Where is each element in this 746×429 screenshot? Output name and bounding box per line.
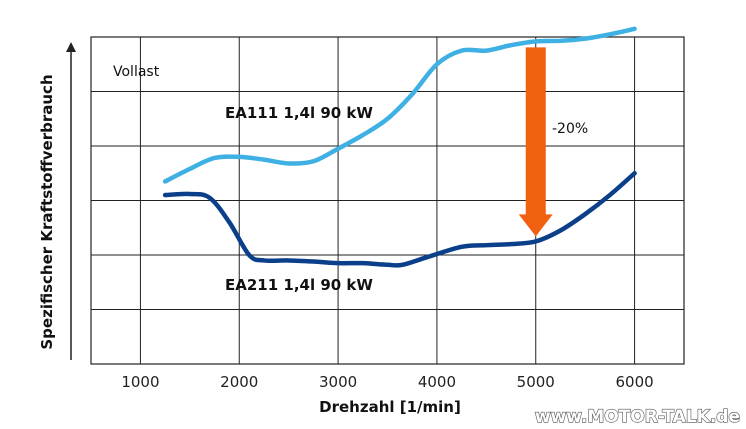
plot-border: [90, 36, 685, 365]
reduction-arrow-shape: [518, 47, 553, 237]
chart-grid: [91, 37, 684, 364]
x-axis-label: Drehzahl [1/min]: [319, 398, 461, 416]
x-tick-label: 1000: [121, 373, 159, 391]
plot-frame: [90, 36, 685, 365]
series-label-ea111: EA111 1,4l 90 kW: [225, 104, 373, 122]
change-label: -20%: [552, 121, 588, 137]
x-tick-label: 6000: [615, 373, 653, 391]
series-line-ea211: [162, 171, 637, 268]
reduction-arrow: [518, 47, 553, 237]
watermark: www.MOTOR-TALK.de: [535, 407, 740, 427]
series-label-ea211: EA211 1,4l 90 kW: [225, 276, 373, 294]
y-axis-label: Spezifischer Kraftstoffverbrauch: [38, 74, 56, 349]
series-line-ea111: [162, 26, 637, 184]
x-tick-label: 3000: [319, 373, 357, 391]
x-tick-labels: 1000 2000 3000 4000 5000 6000: [121, 373, 653, 391]
y-axis-arrowhead: [66, 42, 76, 52]
x-tick-label: 5000: [517, 373, 555, 391]
x-tick-label: 4000: [418, 373, 456, 391]
x-tick-label: 2000: [220, 373, 258, 391]
series-layer: [162, 26, 637, 268]
condition-label: Vollast: [113, 64, 160, 80]
